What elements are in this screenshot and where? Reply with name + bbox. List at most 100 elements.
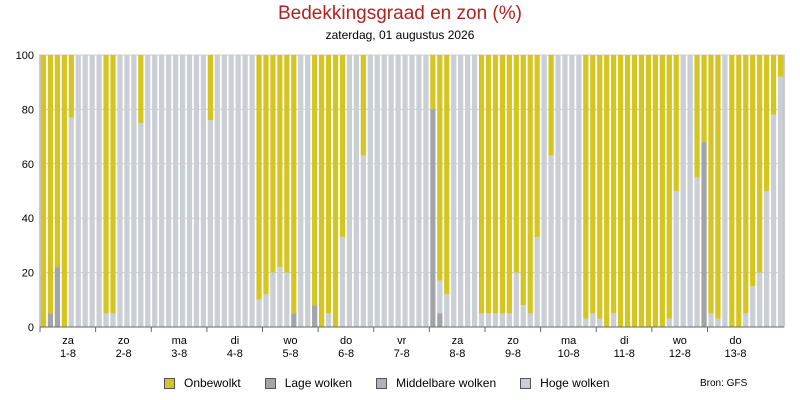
bar-cloud-high [673, 191, 679, 327]
bar-cloud-high [451, 55, 457, 327]
bar-cloud-high [548, 155, 554, 327]
bar-sun [478, 55, 485, 314]
bar-sun [332, 55, 339, 327]
bar-sun [770, 55, 777, 115]
bar-cloud-high [360, 155, 366, 327]
bar-cloud-low [54, 267, 60, 327]
bar-sun [339, 55, 346, 238]
legend-label-high: Hoge wolken [540, 376, 610, 390]
bar-cloud-high [256, 299, 262, 327]
bar-cloud-high [381, 55, 387, 327]
bar-sun [534, 55, 540, 238]
bar-sun [708, 55, 714, 314]
bar-cloud-high [172, 55, 179, 327]
bar-cloud-high [207, 120, 213, 327]
bar-sun [743, 55, 749, 314]
x-tick-label-day: wo [672, 335, 687, 347]
bar-sun [499, 55, 505, 314]
bar-cloud-high [374, 55, 380, 327]
bar-sun [319, 55, 325, 327]
bar-sun [736, 55, 742, 327]
bar-cloud-low [437, 313, 443, 327]
bar-cloud-high [409, 55, 415, 327]
bar-cloud-high [277, 267, 283, 327]
x-tick-label-day: vr [397, 335, 407, 347]
bar-cloud-high [534, 237, 540, 327]
bar-sun [597, 55, 603, 319]
x-tick-label-date: 4-8 [227, 348, 243, 360]
bar-cloud-high [597, 318, 603, 327]
legend-swatch-low [264, 377, 276, 389]
bar-cloud-high [110, 313, 116, 327]
bar-sun [54, 55, 60, 268]
bar-cloud-high [242, 55, 248, 327]
x-tick-label-date: 11-8 [614, 348, 635, 360]
legend-swatch-high [520, 377, 532, 389]
x-tick-label-date: 13-8 [724, 348, 746, 360]
bar-cloud-low [701, 142, 707, 327]
x-tick-label-date: 7-8 [394, 348, 410, 360]
bar-sun [673, 55, 679, 191]
bar-sun [277, 55, 283, 268]
bar-sun [659, 55, 665, 327]
bar-cloud-high [138, 123, 144, 327]
source-note: Bron: GFS [700, 378, 748, 389]
bar-sun [47, 55, 54, 314]
y-tick-label: 100 [16, 50, 34, 62]
bar-cloud-high [708, 313, 714, 327]
bar-cloud-high [569, 55, 575, 327]
x-tick-label-date: 3-8 [171, 348, 187, 360]
bar-cloud-high [541, 55, 547, 327]
bar-sun [611, 55, 617, 314]
bar-cloud-high [284, 272, 290, 327]
bar-sun [430, 55, 436, 110]
bar-sun [360, 55, 366, 156]
bar-sun [437, 55, 443, 281]
bar-cloud-high [82, 55, 88, 327]
bar-sun [729, 55, 735, 327]
bar-cloud-high [249, 55, 255, 327]
x-tick-label-day: ma [172, 335, 188, 347]
bar-sun [506, 55, 512, 314]
bar-cloud-high [694, 177, 700, 327]
bar-cloud-high [583, 318, 589, 327]
y-tick-label: 80 [22, 104, 34, 116]
x-tick-label-day: di [620, 335, 629, 347]
bar-cloud-high [353, 55, 359, 327]
x-tick-label-date: 6-8 [338, 348, 354, 360]
bar-cloud-high [416, 55, 422, 327]
bar-sun [750, 55, 756, 287]
bar-sun [694, 55, 700, 178]
bar-sun [325, 55, 332, 314]
bar-cloud-high [499, 313, 505, 327]
bar-cloud-high [152, 55, 158, 327]
bar-sun [624, 55, 631, 327]
bar-cloud-high [722, 55, 728, 327]
bar-sun [638, 55, 645, 327]
bar-cloud-high [777, 76, 784, 327]
bar-cloud-high [437, 280, 443, 314]
bar-cloud-high [770, 114, 777, 327]
y-tick-label: 20 [22, 268, 34, 280]
x-tick-label-date: 10-8 [558, 348, 580, 360]
y-tick-label: 40 [22, 213, 34, 225]
bar-sun [583, 55, 589, 319]
bar-cloud-high [339, 237, 346, 327]
bar-sun [764, 55, 770, 191]
chart-title: Bedekkingsgraad en zon (%) [278, 3, 522, 24]
bar-cloud-high [96, 55, 102, 327]
bar-cloud-high [465, 55, 471, 327]
bar-sun [444, 55, 450, 295]
x-tick-label-day: za [452, 335, 465, 347]
x-tick-label-date: 12-8 [669, 348, 691, 360]
bar-cloud-high [471, 55, 478, 327]
bar-cloud-high [221, 55, 227, 327]
bar-cloud-high [325, 313, 332, 327]
bar-cloud-high [200, 55, 207, 327]
legend: Onbewolkt Lage wolken Middelbare wolken … [164, 376, 634, 390]
bar-cloud-high [263, 294, 269, 327]
bar-cloud-high [715, 318, 721, 327]
bar-cloud-high [270, 272, 276, 327]
bar-cloud-high [68, 117, 74, 327]
x-tick-label-date: 5-8 [283, 348, 299, 360]
